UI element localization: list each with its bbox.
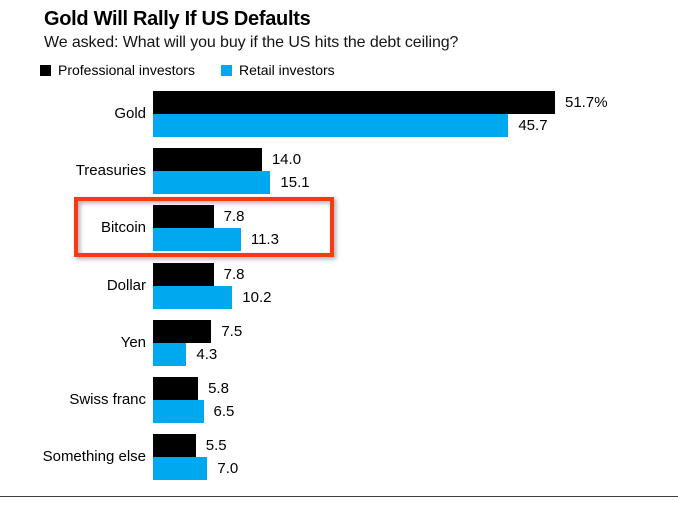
bottom-divider — [0, 496, 678, 497]
value-label-professional-swiss-franc: 5.8 — [208, 380, 229, 397]
bitcoin-highlight-box — [74, 197, 334, 257]
value-label-retail-yen: 4.3 — [196, 345, 218, 363]
legend-swatch-professional-icon — [40, 64, 51, 76]
category-label-gold: Gold — [114, 105, 146, 122]
category-label-yen: Yen — [120, 333, 146, 351]
value-label-retail-something-else: 7.0 — [217, 460, 239, 478]
value-label-retail-swiss-franc: 6.5 — [213, 403, 235, 420]
category-label-swiss-franc: Swiss franc — [69, 391, 146, 408]
bar-professional-something-else — [153, 434, 196, 458]
legend-swatch-retail-icon — [220, 64, 232, 76]
value-label-professional-gold: 51.7% — [565, 94, 608, 111]
category-label-dollar: Dollar — [106, 276, 146, 294]
category-label-bitcoin: Bitcoin — [100, 219, 146, 237]
bar-retail-something-else — [153, 457, 208, 481]
value-label-professional-treasuries: 14.0 — [271, 151, 302, 169]
value-label-retail-gold: 45.7 — [518, 117, 548, 134]
bar-retail-dollar — [153, 285, 233, 309]
bar-retail-treasuries — [153, 171, 271, 195]
bar-retail-yen — [153, 342, 187, 366]
category-label-treasuries: Treasuries — [75, 162, 146, 180]
value-label-retail-treasuries: 15.1 — [280, 174, 310, 192]
bar-professional-gold — [153, 91, 555, 114]
bar-professional-dollar — [153, 262, 214, 286]
category-label-something-else: Something else — [42, 448, 146, 466]
bar-professional-yen — [153, 319, 212, 343]
value-label-professional-something-else: 5.5 — [205, 437, 227, 455]
value-label-professional-yen: 7.5 — [221, 322, 243, 340]
bar-professional-swiss-franc — [153, 377, 199, 400]
chart-legend: Professional investors Retail investors — [40, 62, 335, 78]
value-label-professional-bitcoin: 7.8 — [223, 208, 245, 226]
bar-retail-bitcoin — [153, 228, 241, 252]
value-label-retail-dollar: 10.2 — [242, 288, 272, 306]
page-title: Gold Will Rally If US Defaults — [44, 8, 311, 30]
legend-item-retail: Retail investors — [220, 62, 335, 78]
page-subtitle: We asked: What will you buy if the US hi… — [44, 34, 459, 51]
value-label-professional-dollar: 7.8 — [223, 265, 245, 283]
bar-retail-swiss-franc — [153, 400, 204, 423]
value-label-retail-bitcoin: 11.3 — [250, 231, 279, 249]
legend-label-professional: Professional investors — [58, 62, 195, 78]
bar-professional-bitcoin — [153, 205, 214, 229]
legend-label-retail: Retail investors — [238, 62, 335, 78]
bar-retail-gold — [153, 114, 509, 137]
bar-professional-treasuries — [153, 148, 262, 172]
legend-item-professional: Professional investors — [40, 62, 195, 78]
